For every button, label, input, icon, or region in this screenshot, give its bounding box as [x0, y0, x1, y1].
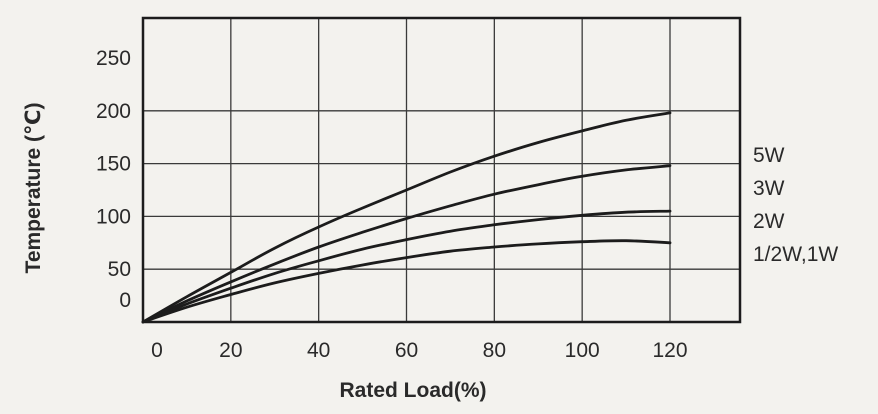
series-line-3w [141, 164, 672, 324]
series-line-2w [141, 209, 672, 324]
y-tick-label: 200 [96, 100, 131, 123]
y-tick-label: 50 [108, 258, 131, 281]
series-line-1-2w-1w [141, 239, 672, 324]
x-tick-label: 80 [483, 339, 506, 362]
y-tick-label: 100 [96, 205, 131, 228]
x-axis-ticks: 0 20 40 60 80 100 120 [151, 339, 687, 362]
plot-frame [141, 16, 742, 324]
y-tick-label: 0 [119, 289, 131, 312]
legend-entry: 5W [753, 144, 785, 167]
y-tick-label: 150 [96, 153, 131, 176]
legend: 5W 3W 2W 1/2W,1W [753, 144, 838, 266]
series-lines [141, 111, 672, 324]
x-axis-title: Rated Load(%) [340, 379, 487, 402]
y-tick-label: 250 [96, 47, 131, 70]
legend-entry: 2W [753, 210, 785, 233]
series-line-5w [141, 111, 672, 324]
x-tick-label: 120 [652, 339, 687, 362]
x-tick-label: 60 [395, 339, 418, 362]
y-axis-title: Temperature (℃) [22, 103, 45, 274]
gridlines [142, 18, 740, 323]
y-axis-ticks: 0 50 100 150 200 250 [96, 47, 131, 312]
x-tick-label: 0 [151, 339, 163, 362]
x-tick-label: 100 [565, 339, 600, 362]
legend-entry: 1/2W,1W [753, 243, 838, 266]
x-tick-label: 40 [307, 339, 330, 362]
legend-entry: 3W [753, 177, 785, 200]
x-tick-label: 20 [219, 339, 242, 362]
